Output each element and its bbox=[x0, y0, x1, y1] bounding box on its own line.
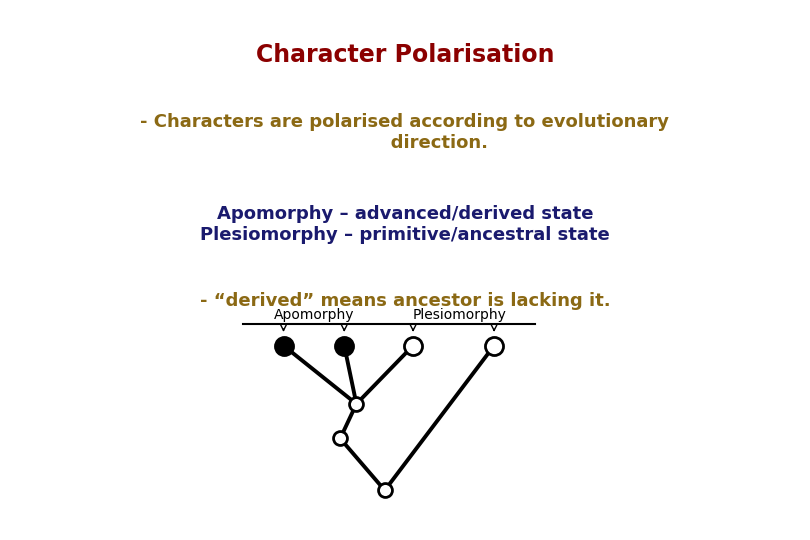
Text: Character Polarisation: Character Polarisation bbox=[256, 43, 554, 67]
Text: Apomorphy – advanced/derived state
Plesiomorphy – primitive/ancestral state: Apomorphy – advanced/derived state Plesi… bbox=[200, 205, 610, 244]
Text: Apomorphy: Apomorphy bbox=[274, 308, 354, 322]
Text: Plesiomorphy: Plesiomorphy bbox=[413, 308, 506, 322]
Text: - “derived” means ancestor is lacking it.: - “derived” means ancestor is lacking it… bbox=[200, 292, 610, 309]
Text: - Characters are polarised according to evolutionary
           direction.: - Characters are polarised according to … bbox=[140, 113, 670, 152]
